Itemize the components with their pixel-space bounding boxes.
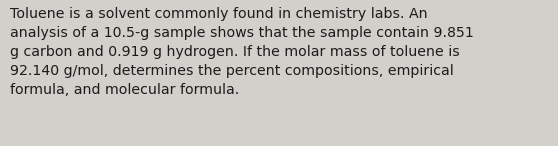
Text: Toluene is a solvent commonly found in chemistry labs. An
analysis of a 10.5-g s: Toluene is a solvent commonly found in c… (10, 7, 474, 97)
